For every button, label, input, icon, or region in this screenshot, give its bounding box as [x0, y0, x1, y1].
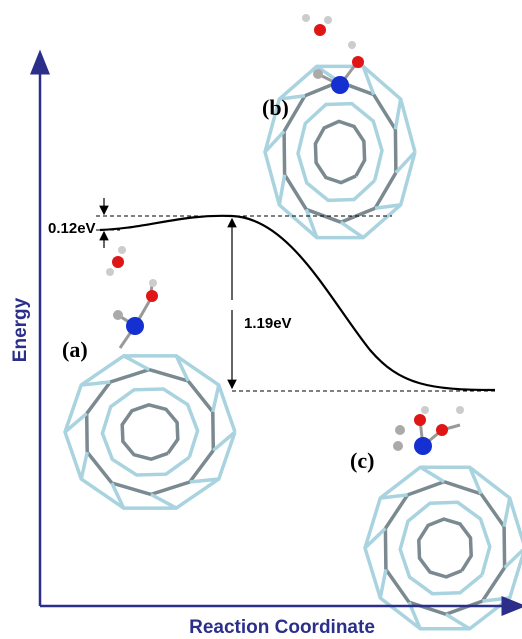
- cage-part: [279, 175, 284, 205]
- cage-part: [331, 76, 349, 94]
- cage-part: [113, 310, 123, 320]
- cage-part: [419, 519, 471, 577]
- reference-lines: [96, 216, 497, 391]
- cage-part: [302, 14, 310, 22]
- cage-part: [352, 56, 364, 68]
- cage-part: [436, 424, 448, 436]
- cage-part: [420, 467, 444, 482]
- cage-part: [118, 246, 126, 254]
- cage-part: [400, 502, 490, 593]
- cage-part: [365, 467, 522, 629]
- cage-part: [380, 569, 386, 598]
- cage-part: [446, 614, 470, 629]
- energy-label: 1.19eV: [244, 315, 292, 332]
- cage-part: [122, 405, 178, 459]
- cage-part: [324, 16, 332, 24]
- cage-part: [313, 69, 323, 79]
- cage-part: [504, 498, 510, 527]
- structure-label: (c): [350, 448, 374, 473]
- barrier-label: 0.12eV: [48, 220, 96, 237]
- cage-part: [124, 356, 149, 370]
- cage-part: [102, 389, 197, 475]
- cage-part: [106, 268, 114, 276]
- cage-part: [213, 385, 219, 412]
- cage-part: [65, 356, 235, 508]
- cage-part: [298, 104, 382, 201]
- cage-part: [146, 290, 158, 302]
- cage-part: [395, 425, 405, 435]
- cage-part: [341, 222, 363, 237]
- cage-part: [348, 41, 356, 49]
- cage-part: [393, 441, 403, 451]
- cage-part: [395, 99, 400, 129]
- y-axis-label: Energy: [10, 297, 31, 362]
- cage-part: [414, 414, 426, 426]
- structure-label: (b): [262, 95, 289, 120]
- energy-diagram: Energy Reaction Coordinate 0.12eV 1.19eV…: [0, 0, 522, 639]
- cage-part: [314, 24, 326, 36]
- cage-part: [81, 452, 87, 479]
- cage-part: [112, 256, 124, 268]
- structure-label: (a): [62, 337, 88, 362]
- cage-part: [151, 494, 176, 508]
- cage-part: [149, 279, 157, 287]
- cage-part: [126, 317, 144, 335]
- cage-part: [414, 437, 432, 455]
- molecular-structures: [65, 14, 522, 629]
- cage-part: [456, 406, 464, 414]
- x-axis-label: Reaction Coordinate: [189, 617, 375, 638]
- cage-part: [421, 406, 429, 414]
- cage-part: [315, 121, 364, 182]
- energy-curve: [100, 216, 495, 390]
